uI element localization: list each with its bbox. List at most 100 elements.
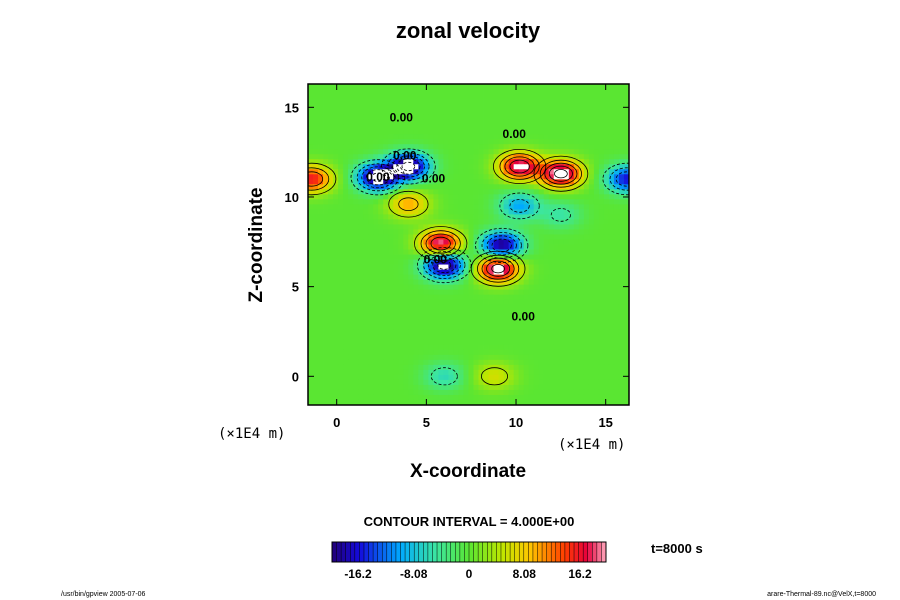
field-cell <box>533 274 540 281</box>
field-cell <box>543 259 550 265</box>
field-cell <box>563 104 570 110</box>
field-cell <box>603 109 610 115</box>
field-cell <box>508 364 515 371</box>
field-cell <box>318 159 324 165</box>
field-cell <box>543 159 550 165</box>
field-cell <box>433 254 439 260</box>
field-cell <box>458 224 464 230</box>
field-cell <box>583 194 590 200</box>
field-cell <box>403 319 409 326</box>
field-cell <box>323 329 329 336</box>
field-cell <box>318 224 324 230</box>
field-cell <box>368 294 374 301</box>
field-cell <box>473 399 479 405</box>
field-cell <box>533 294 540 301</box>
field-cell <box>443 359 449 366</box>
field-cell <box>483 209 489 215</box>
field-cell <box>568 319 575 326</box>
field-cell <box>353 304 359 311</box>
field-cell <box>388 394 394 401</box>
field-cell <box>588 269 595 275</box>
field-cell <box>573 364 580 371</box>
field-cell <box>398 284 404 291</box>
field-cell <box>453 344 459 351</box>
field-cell <box>568 289 575 296</box>
field-cell <box>378 244 384 250</box>
field-cell <box>513 204 520 210</box>
field-cell <box>328 104 334 110</box>
field-cell <box>508 229 515 235</box>
field-cell <box>488 294 494 301</box>
field-cell <box>603 359 610 366</box>
field-cell <box>513 294 520 301</box>
field-cell <box>483 394 489 401</box>
x-tick-label: 10 <box>509 415 523 430</box>
field-cell <box>618 364 625 371</box>
field-cell <box>318 324 324 331</box>
field-cell <box>363 134 369 140</box>
field-cell <box>618 284 625 291</box>
field-cell <box>543 139 550 145</box>
field-cell <box>318 189 324 195</box>
field-cell <box>418 359 424 366</box>
field-cell <box>348 399 354 405</box>
field-cell <box>548 94 555 100</box>
field-cell <box>393 274 399 281</box>
field-cell <box>478 164 484 170</box>
field-cell <box>328 239 334 245</box>
field-cell <box>583 249 590 255</box>
field-cell <box>413 119 419 125</box>
field-cell <box>603 139 610 145</box>
field-cell <box>453 289 459 296</box>
field-cell <box>343 174 349 180</box>
field-cell <box>558 144 565 150</box>
field-cell <box>423 269 429 275</box>
field-cell <box>393 224 399 230</box>
field-cell <box>468 329 474 336</box>
field-cell <box>438 244 444 250</box>
field-cell <box>593 314 600 321</box>
field-cell <box>453 84 459 90</box>
field-cell <box>538 284 545 291</box>
field-cell <box>423 344 429 351</box>
field-cell <box>423 374 429 381</box>
field-cell <box>593 269 600 275</box>
field-cell <box>453 349 459 356</box>
field-cell <box>393 109 399 115</box>
field-cell <box>513 164 520 170</box>
field-cell <box>363 269 369 275</box>
field-cell <box>498 219 505 225</box>
field-cell <box>383 89 389 95</box>
field-cell <box>523 169 530 175</box>
field-cell <box>528 149 535 155</box>
field-cell <box>608 169 615 175</box>
field-cell <box>418 224 424 230</box>
field-cell <box>373 84 379 90</box>
field-cell <box>338 274 344 281</box>
field-cell <box>423 129 429 135</box>
field-cell <box>573 314 580 321</box>
field-cell <box>598 239 605 245</box>
field-cell <box>453 389 459 396</box>
field-cell <box>463 309 469 316</box>
field-cell <box>363 124 369 130</box>
field-cell <box>353 339 359 346</box>
field-cell <box>608 259 615 265</box>
field-cell <box>323 139 329 145</box>
field-cell <box>578 304 585 311</box>
field-cell <box>578 349 585 356</box>
field-cell <box>568 344 575 351</box>
field-cell <box>488 314 494 321</box>
field-cell <box>438 139 444 145</box>
field-cell <box>588 139 595 145</box>
field-cell <box>473 204 479 210</box>
field-cell <box>583 364 590 371</box>
field-cell <box>568 144 575 150</box>
field-cell <box>558 314 565 321</box>
field-cell <box>498 284 505 291</box>
field-cell <box>603 199 610 205</box>
field-cell <box>353 384 359 391</box>
field-cell <box>453 139 459 145</box>
field-cell <box>383 264 389 270</box>
field-cell <box>498 394 505 401</box>
